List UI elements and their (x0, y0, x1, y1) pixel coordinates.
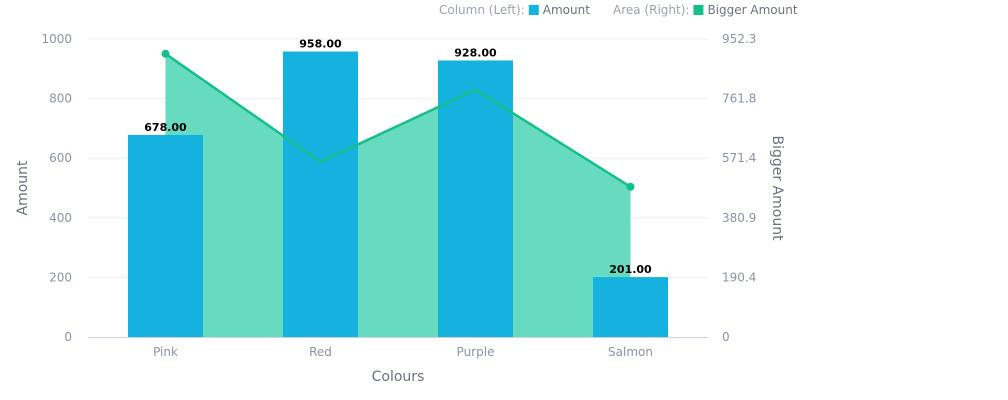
data-labels: 678.00 958.00 928.00 201.00 (144, 38, 652, 277)
area-line (164, 52, 632, 188)
left-tick-label: 0 (64, 330, 72, 344)
bar[interactable] (283, 51, 358, 338)
right-tick-label: 380.9 (722, 211, 756, 225)
area-series-line (161, 49, 635, 191)
bar[interactable] (128, 134, 203, 337)
right-tick-label: 571.4 (722, 151, 756, 165)
bar[interactable] (593, 277, 668, 337)
legend-item[interactable]: Area (Right): Bigger Amount (613, 3, 798, 17)
area-point[interactable] (626, 182, 635, 191)
right-axis-ticks: 0 190.4 380.9 571.4 761.8 952.3 (722, 32, 756, 344)
x-tick-label: Pink (153, 345, 178, 359)
legend-series-name: Bigger Amount (707, 3, 797, 17)
legend-swatch (528, 5, 539, 15)
legend-series-name: Amount (543, 3, 590, 17)
legend: Column (Left): Amount Area (Right): Bigger … (439, 3, 798, 17)
right-tick-label: 0 (722, 330, 730, 344)
x-tick-label: Red (309, 345, 332, 359)
left-tick-label: 600 (49, 151, 72, 165)
left-tick-label: 800 (49, 92, 72, 106)
left-tick-label: 200 (49, 270, 72, 284)
x-tick-label: Salmon (608, 345, 653, 359)
bar-data-label: 928.00 (454, 46, 497, 59)
legend-prefix: Column (Left): (439, 3, 525, 17)
bar-series (128, 51, 668, 338)
bar-data-label: 958.00 (299, 38, 342, 51)
area-series (165, 53, 631, 338)
left-tick-label: 1000 (41, 32, 72, 46)
right-tick-label: 761.8 (722, 92, 756, 106)
x-tick-label: Purple (457, 345, 495, 359)
legend-swatch (693, 5, 704, 15)
bar-data-label: 201.00 (609, 263, 652, 276)
legend-item[interactable]: Column (Left): Amount (439, 3, 590, 17)
right-tick-label: 952.3 (722, 32, 756, 46)
right-axis-title: Bigger Amount (769, 135, 785, 241)
right-tick-label: 190.4 (722, 270, 756, 284)
legend-prefix: Area (Right): (613, 3, 689, 17)
area-point[interactable] (161, 49, 170, 58)
x-axis-title: Colours (372, 369, 425, 385)
left-axis-title: Amount (15, 160, 31, 216)
bar-data-label: 678.00 (144, 121, 187, 134)
area-fill (165, 53, 631, 338)
x-axis-ticks: Pink Red Purple Salmon (153, 345, 653, 359)
left-axis-ticks: 0 200 400 600 800 1000 (41, 32, 72, 344)
left-tick-label: 400 (49, 211, 72, 225)
